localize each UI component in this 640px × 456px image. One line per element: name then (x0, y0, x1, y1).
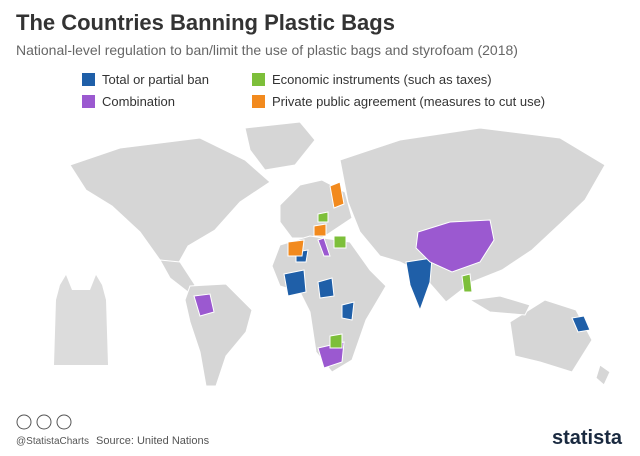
icon (16, 414, 32, 430)
legend-label: Combination (102, 94, 175, 109)
country (341, 301, 355, 321)
title: The Countries Banning Plastic Bags (16, 10, 395, 35)
legend-swatch (82, 73, 95, 86)
north-america (69, 137, 271, 265)
legend-swatch (252, 73, 265, 86)
bag-icon (54, 275, 108, 365)
asia (339, 127, 606, 303)
source: Source: United Nations (96, 435, 210, 447)
license-icons (16, 414, 72, 430)
country (329, 333, 343, 349)
country (461, 273, 473, 293)
handle: @StatistaCharts (16, 436, 89, 447)
legend-label: Economic instruments (such as taxes) (272, 72, 492, 87)
country (313, 223, 327, 237)
country (405, 257, 433, 312)
country (333, 235, 347, 249)
brand: statista (552, 427, 623, 449)
country (317, 237, 331, 257)
country (415, 219, 495, 273)
country (317, 211, 329, 223)
country (317, 277, 335, 299)
africa (271, 235, 387, 373)
legend: Total or partial ban Economic instruments… (82, 72, 545, 109)
indonesia (468, 295, 531, 316)
country (571, 315, 591, 333)
world-map (54, 121, 611, 387)
country (329, 181, 345, 209)
country (287, 239, 305, 257)
legend-swatch (82, 95, 95, 108)
legend-label: Private public agreement (measures to cu… (272, 94, 545, 109)
icon (56, 414, 72, 430)
country (193, 293, 215, 317)
new-zealand (595, 364, 611, 386)
legend-swatch (252, 95, 265, 108)
icon (36, 414, 52, 430)
legend-label: Total or partial ban (102, 72, 209, 87)
greenland (244, 121, 316, 171)
subtitle: National-level regulation to ban/limit t… (16, 42, 518, 58)
country (283, 269, 307, 297)
